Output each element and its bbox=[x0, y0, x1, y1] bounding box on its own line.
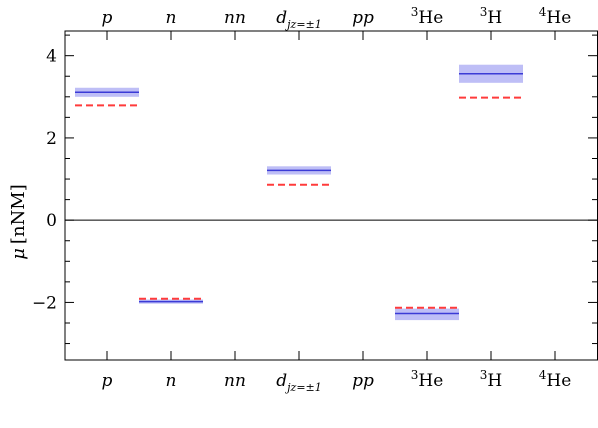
category-label-top-4He: 4He bbox=[539, 5, 572, 28]
y-tick-label: 4 bbox=[46, 47, 57, 67]
category-label-top-p: p bbox=[102, 8, 113, 28]
category-label-top-3He: 3He bbox=[411, 5, 444, 28]
category-label-bottom-nn: nn bbox=[224, 371, 246, 391]
category-label-top-nn: nn bbox=[224, 8, 246, 28]
category-label-bottom-d: djz=±1 bbox=[276, 371, 322, 394]
y-axis-label: μ [nNM] bbox=[8, 184, 29, 260]
category-label-top-n: n bbox=[166, 8, 177, 28]
axis-ticks bbox=[65, 31, 597, 360]
band-3He bbox=[395, 308, 459, 321]
y-tick-label: −2 bbox=[32, 293, 57, 313]
y-axis-unit: [nNM] bbox=[8, 184, 29, 244]
series-lines bbox=[75, 73, 523, 315]
category-labels-bottom: p n nn djz=±1 pp 3He 3H 4He bbox=[102, 368, 572, 394]
category-label-bottom-3He: 3He bbox=[411, 368, 444, 391]
y-tick-label: 0 bbox=[46, 211, 57, 231]
y-tick-labels: 4 2 0 −2 bbox=[32, 47, 57, 314]
category-label-bottom-p: p bbox=[102, 371, 113, 391]
category-label-top-d: djz=±1 bbox=[276, 8, 322, 31]
category-labels-top: p n nn djz=±1 pp 3He 3H 4He bbox=[102, 5, 572, 31]
category-label-bottom-4He: 4He bbox=[539, 368, 572, 391]
category-label-bottom-n: n bbox=[166, 371, 177, 391]
category-label-bottom-pp: pp bbox=[352, 371, 374, 391]
category-label-top-3H: 3H bbox=[480, 5, 502, 28]
uncertainty-bands bbox=[75, 64, 523, 321]
y-tick-label: 2 bbox=[46, 129, 57, 149]
category-label-top-pp: pp bbox=[352, 8, 374, 28]
category-label-bottom-3H: 3H bbox=[480, 368, 502, 391]
y-axis-symbol: μ bbox=[8, 248, 29, 260]
